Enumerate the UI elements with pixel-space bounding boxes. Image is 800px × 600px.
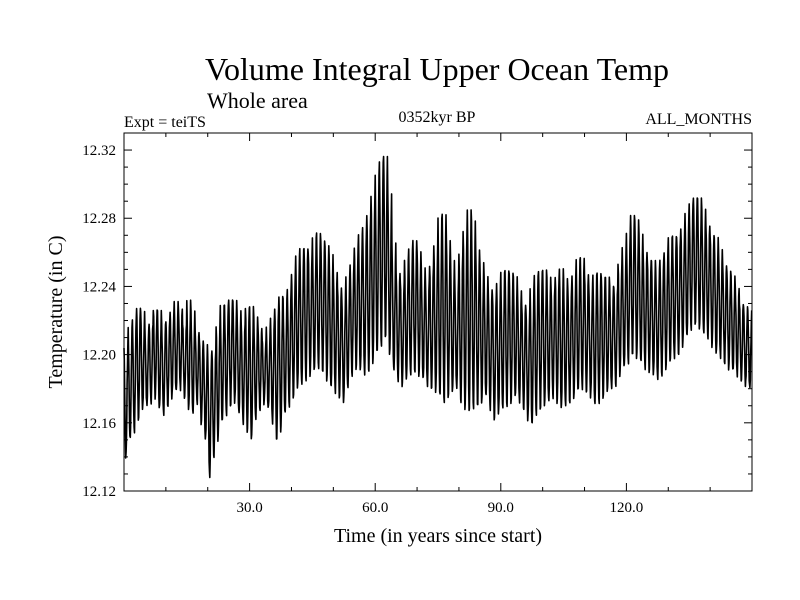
period-label: 0352kyr BP [399,109,476,126]
y-tick-label: 12.20 [82,348,116,364]
x-tick-label: 30.0 [236,500,262,516]
y-tick-label: 12.12 [82,484,116,500]
chart-subtitle: Whole area [207,88,308,113]
y-tick-label: 12.28 [82,211,116,227]
y-tick-label: 12.24 [82,279,116,295]
axis-ticks [123,132,753,492]
y-axis-label: Temperature (in C) [45,236,67,389]
y-tick-label: 12.16 [82,416,116,432]
x-tick-label: 60.0 [362,500,388,516]
x-tick-label: 120.0 [610,500,644,516]
x-tick-label: 90.0 [488,500,514,516]
tick-labels: 12.12 12.16 12.20 12.24 12.28 12.32 30.0 60.0 90… [82,143,643,516]
months-label: ALL_MONTHS [645,111,752,128]
temperature-series-line [123,155,753,479]
y-tick-label: 12.32 [82,143,116,159]
chart-title: Volume Integral Upper Ocean Temp [205,51,669,87]
experiment-label: Expt = teiTS [124,114,206,131]
x-axis-label: Time (in years since start) [334,525,542,547]
